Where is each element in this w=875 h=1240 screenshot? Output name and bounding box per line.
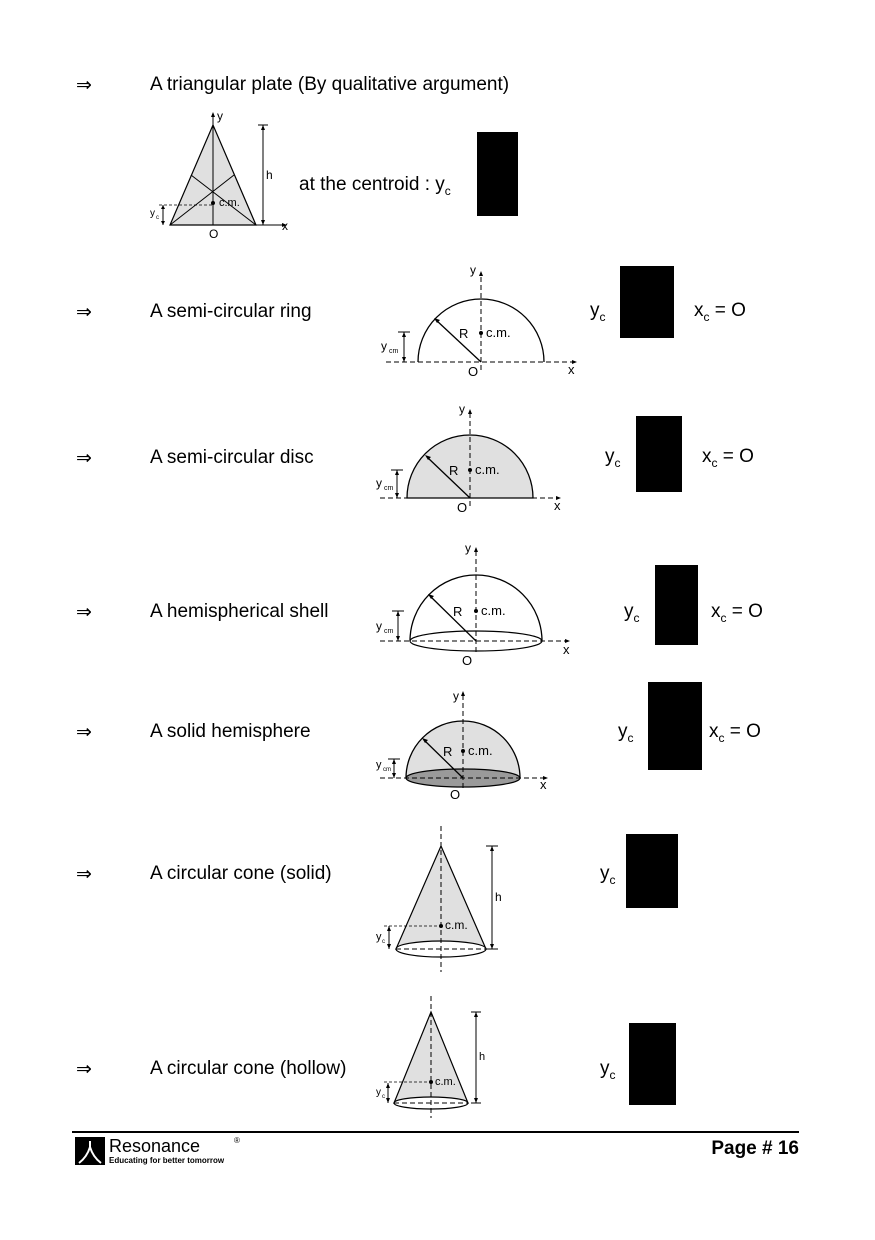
yc-formula: yc: [590, 300, 606, 324]
svg-text:y: y: [376, 619, 382, 633]
svg-text:®: ®: [234, 1136, 240, 1145]
yc-formula: yc: [600, 863, 616, 887]
redacted-formula-box: [626, 834, 678, 908]
svg-text:Educating for better tomorrow: Educating for better tomorrow: [109, 1156, 225, 1165]
solid-cone-figure: c.m. h y c: [376, 826, 502, 972]
height-label: h: [266, 168, 273, 182]
redacted-formula-box: [620, 266, 674, 338]
yc-formula: yc: [618, 721, 634, 745]
bullet-arrow: ⇒: [76, 448, 92, 469]
svg-text:O: O: [450, 787, 460, 802]
svg-text:R: R: [453, 604, 462, 619]
yc-formula: yc: [605, 446, 621, 470]
svg-text:y: y: [376, 931, 382, 943]
bullet-arrow: ⇒: [76, 864, 92, 885]
svg-text:O: O: [462, 653, 472, 668]
svg-text:c.m.: c.m.: [481, 603, 506, 618]
svg-text:cm: cm: [384, 628, 394, 635]
svg-text:c.m.: c.m.: [468, 743, 493, 758]
y-axis-label: y: [217, 109, 223, 123]
xc-formula: xc = O: [709, 721, 761, 745]
redacted-formula-box: [636, 416, 682, 492]
svg-text:y: y: [381, 339, 387, 353]
hollow-cone-figure: c.m. h y c: [376, 996, 485, 1118]
svg-text:y: y: [376, 476, 382, 490]
svg-text:R: R: [459, 326, 468, 341]
svg-text:y: y: [376, 1087, 381, 1098]
svg-text:c.m.: c.m.: [445, 918, 468, 932]
yc-formula: yc: [624, 601, 640, 625]
centroid-formula: at the centroid : yc: [299, 174, 451, 198]
svg-text:x: x: [563, 642, 570, 657]
svg-text:O: O: [457, 500, 467, 515]
svg-text:cm: cm: [384, 485, 394, 492]
item-label-solid-cone: A circular cone (solid): [150, 863, 332, 884]
svg-text:c.m.: c.m.: [435, 1076, 456, 1088]
bullet-arrow: ⇒: [76, 1059, 92, 1080]
redacted-formula-box: [629, 1023, 676, 1105]
item-label-triangular-plate: A triangular plate (By qualitative argum…: [150, 74, 510, 95]
svg-text:y: y: [465, 541, 471, 555]
svg-text:x: x: [568, 362, 575, 377]
svg-text:c: c: [382, 1094, 385, 1100]
svg-text:y: y: [453, 689, 459, 703]
svg-text:x: x: [540, 777, 547, 792]
hemispherical-shell-figure: c.m. R y x O y cm: [376, 541, 570, 668]
svg-text:c: c: [156, 215, 159, 221]
cm-label: c.m.: [219, 197, 240, 209]
svg-text:R: R: [443, 744, 452, 759]
svg-text:c.m.: c.m.: [486, 325, 511, 340]
xc-formula: xc = O: [702, 446, 754, 470]
item-label-hollow-cone: A circular cone (hollow): [150, 1058, 347, 1079]
triangular-plate-figure: c.m. y x O h y c: [150, 109, 288, 240]
yc-label: y: [150, 208, 155, 219]
item-label-solid-hemisphere: A solid hemisphere: [150, 721, 311, 742]
svg-text:c.m.: c.m.: [475, 462, 500, 477]
semicircular-disc-figure: c.m. R y x O y cm: [376, 402, 561, 515]
redacted-formula-box: [477, 132, 518, 216]
bullet-arrow: ⇒: [76, 602, 92, 623]
resonance-logo: Resonance ® Educating for better tomorro…: [75, 1136, 240, 1165]
page-number: Page # 16: [711, 1138, 799, 1159]
svg-text:y: y: [376, 759, 382, 771]
item-label-semicircular-disc: A semi-circular disc: [150, 447, 314, 468]
semicircular-ring-figure: c.m. R y x O y cm: [381, 263, 577, 379]
redacted-formula-box: [655, 565, 698, 645]
xc-formula: xc = O: [711, 601, 763, 625]
svg-text:cm: cm: [383, 767, 391, 773]
svg-text:c: c: [382, 939, 385, 945]
bullet-arrow: ⇒: [76, 722, 92, 743]
bullet-arrow: ⇒: [76, 75, 92, 96]
solid-hemisphere-figure: c.m. R y x O y cm: [376, 689, 548, 802]
item-label-hemispherical-shell: A hemispherical shell: [150, 601, 329, 622]
svg-text:O: O: [468, 364, 478, 379]
redacted-formula-box: [648, 682, 702, 770]
footer-rule: [72, 1131, 799, 1133]
item-label-semicircular-ring: A semi-circular ring: [150, 301, 312, 322]
origin-label: O: [209, 227, 218, 240]
yc-formula: yc: [600, 1058, 616, 1082]
svg-text:y: y: [470, 263, 476, 277]
svg-text:x: x: [554, 498, 561, 513]
xc-formula: xc = O: [694, 300, 746, 324]
x-axis-label: x: [282, 219, 288, 233]
svg-text:Resonance: Resonance: [109, 1136, 200, 1156]
svg-text:R: R: [449, 463, 458, 478]
svg-text:h: h: [495, 890, 502, 904]
svg-text:h: h: [479, 1051, 485, 1063]
svg-text:y: y: [459, 402, 465, 416]
svg-text:cm: cm: [389, 348, 399, 355]
bullet-arrow: ⇒: [76, 302, 92, 323]
